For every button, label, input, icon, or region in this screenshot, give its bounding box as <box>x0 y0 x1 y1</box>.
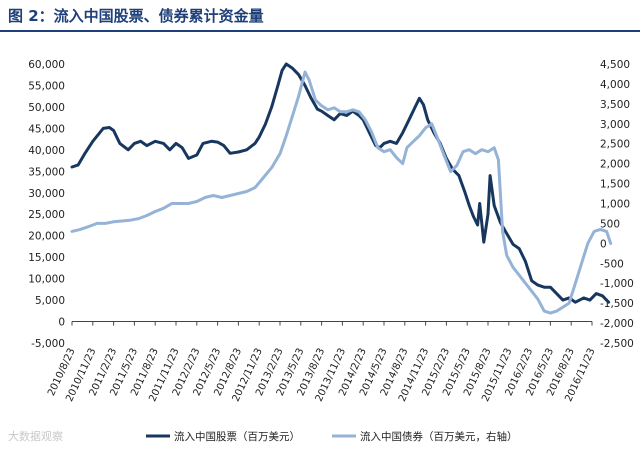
y-left-tick-label: 15,000 <box>28 252 65 264</box>
legend-label-1: 流入中国债券（百万美元，右轴） <box>360 430 518 443</box>
figure-title: 图 2：流入中国股票、债券累计资金量 <box>8 7 264 25</box>
legend-label-0: 流入中国股票（百万美元） <box>174 430 300 443</box>
y-right-tick-label: -1,000 <box>600 278 634 290</box>
chart-axes: -5,000 0 5,000 10,000 15,000 20,000 25,000 30,0… <box>28 59 634 404</box>
y-right-tick-label: 1,000 <box>600 199 630 211</box>
series-line-1 <box>70 70 613 315</box>
y-right-tick-label: 500 <box>600 218 620 230</box>
y-left-tick-label: 60,000 <box>28 59 65 71</box>
chart-legend: 流入中国股票（百万美元） 流入中国债券（百万美元，右轴） <box>146 430 518 443</box>
y-left-tick-label: -5,000 <box>31 338 65 350</box>
y-right-tick-label: 4,000 <box>600 79 630 91</box>
y-left-tick-label: 55,000 <box>28 80 65 92</box>
y-left-tick-label: 0 <box>58 317 65 329</box>
y-right-tick-label: 3,500 <box>600 99 630 111</box>
y-left-tick-label: 20,000 <box>28 231 65 243</box>
y-left-tick-label: 40,000 <box>28 145 65 157</box>
y-right-tick-label: 4,500 <box>600 59 630 71</box>
y-right-tick-label: -2,000 <box>600 318 634 330</box>
chart-lines <box>70 62 613 315</box>
y-right-tick-label: -2,500 <box>600 338 634 350</box>
watermark-text: 大数据观察 <box>8 430 63 443</box>
y-left-tick-label: 45,000 <box>28 123 65 135</box>
y-left-tick-label: 5,000 <box>35 295 65 307</box>
y-left-tick-label: 10,000 <box>28 274 65 286</box>
y-right-tick-label: 1,500 <box>600 179 630 191</box>
y-left-tick-label: 35,000 <box>28 166 65 178</box>
y-right-tick-label: 0 <box>600 238 607 250</box>
y-right-tick-label: 2,000 <box>600 159 630 171</box>
y-right-tick-label: 3,000 <box>600 119 630 131</box>
figure-title-bar: 图 2：流入中国股票、债券累计资金量 <box>0 0 640 32</box>
y-right-tick-label: -500 <box>600 258 624 270</box>
y-left-tick-label: 50,000 <box>28 102 65 114</box>
series-line-0 <box>70 62 611 304</box>
y-right-tick-label: 2,500 <box>600 139 630 151</box>
y-left-tick-label: 30,000 <box>28 188 65 200</box>
y-left-tick-label: 25,000 <box>28 209 65 221</box>
